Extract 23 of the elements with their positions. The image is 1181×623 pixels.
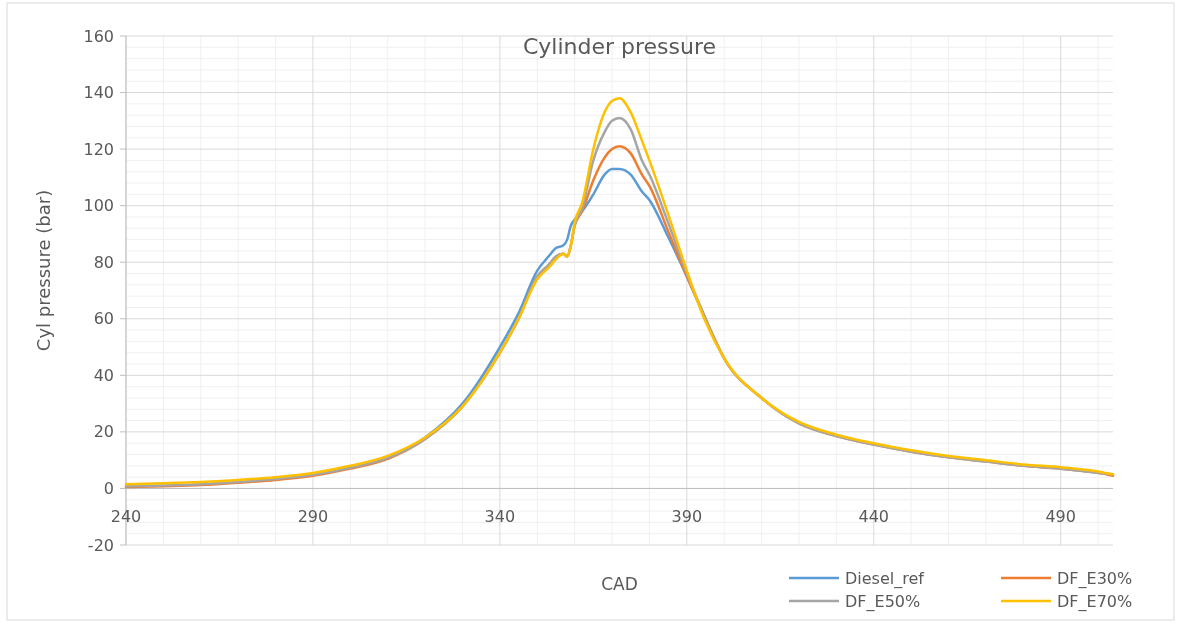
legend-label: Diesel_ref xyxy=(845,568,925,589)
x-tick-label: 240 xyxy=(110,507,142,527)
x-axis-title: CAD xyxy=(601,574,638,594)
legend-label: DF_E30% xyxy=(1057,568,1133,589)
x-tick-label: 340 xyxy=(484,507,516,527)
y-tick-label: 60 xyxy=(93,309,114,329)
y-tick-label: 100 xyxy=(83,196,114,216)
y-tick-label: 140 xyxy=(83,83,114,103)
x-tick-label: 390 xyxy=(671,507,703,527)
y-tick-label: 0 xyxy=(103,479,114,499)
y-tick-label: 160 xyxy=(83,26,114,46)
y-tick-label: 20 xyxy=(93,422,114,442)
legend-label: DF_E70% xyxy=(1057,591,1133,612)
legend-label: DF_E50% xyxy=(845,591,921,612)
y-tick-label: 80 xyxy=(93,252,114,272)
x-tick-label: 440 xyxy=(858,507,889,527)
chart-title: Cylinder pressure xyxy=(522,34,717,59)
x-tick-label: 290 xyxy=(297,507,329,527)
y-axis-title: Cyl pressure (bar) xyxy=(33,189,54,352)
y-tick-label: 120 xyxy=(83,139,114,159)
y-tick-label: 40 xyxy=(93,365,114,385)
x-tick-label: 490 xyxy=(1045,507,1076,527)
y-tick-label: -20 xyxy=(87,535,114,555)
